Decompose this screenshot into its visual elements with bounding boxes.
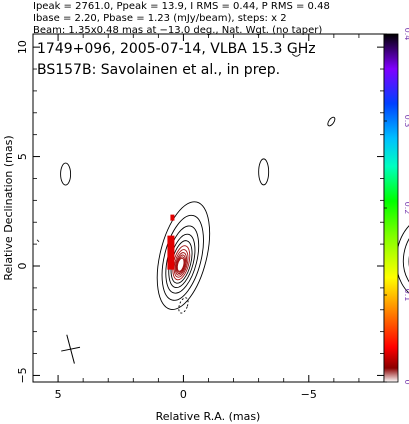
caption-line-2: BS157B: Savolainen et al., in prep.	[37, 62, 280, 78]
colorbar-tick-label: 0.4	[403, 28, 409, 41]
y-tick-label: −5	[16, 367, 29, 383]
plot-frame	[32, 33, 385, 383]
y-ticks: −5 0 5 10	[16, 40, 384, 384]
header-line-1: Ipeak = 2761.0, Ppeak = 13.9, I RMS = 0.…	[33, 1, 330, 12]
contours	[36, 38, 409, 340]
beam-marker	[61, 334, 81, 364]
core-contour	[156, 201, 211, 310]
y-tick-label: 0	[16, 263, 29, 270]
beam-minor-axis	[61, 346, 81, 352]
x-tick-label: 0	[180, 388, 187, 401]
x-ticks: 5 0 −5	[32, 34, 385, 401]
header-line-2: Ibase = 2.20, Pbase = 1.23 (mJy/beam), s…	[33, 13, 287, 24]
blob-contour	[36, 239, 40, 243]
polarization-patch	[167, 235, 175, 270]
colorbar-ticks: 0 0.1 0.2 0.3 0.4	[384, 28, 409, 385]
blob-contour	[60, 162, 72, 186]
core-contour	[173, 249, 189, 278]
header-line-3: Beam: 1.35x0.48 mas at −13.0 deg., Nat. …	[33, 25, 322, 36]
core-contour	[174, 252, 188, 276]
caption-line-1: 1749+096, 2005-07-14, VLBA 15.3 GHz	[37, 41, 316, 57]
colorbar-tick-label: 0	[403, 379, 409, 384]
x-axis-label: Relative R.A. (mas)	[156, 410, 261, 423]
x-tick-label: 5	[55, 388, 62, 401]
colorbar-tick-label: 0.1	[403, 289, 409, 302]
blob-contour	[327, 116, 336, 127]
colorbar-tick-label: 0.2	[403, 202, 409, 215]
x-tick-label: −5	[301, 388, 317, 401]
jet-contour	[402, 222, 409, 294]
jet-contour	[408, 229, 409, 288]
core-contour	[176, 256, 186, 273]
y-tick-label: 5	[16, 153, 29, 160]
y-axis-label: Relative Declination (mas)	[2, 135, 15, 280]
core-contour	[161, 214, 204, 301]
blob-contour	[291, 53, 301, 57]
negative-contour	[178, 297, 189, 314]
blob-contour	[258, 158, 270, 186]
core-contour	[176, 257, 185, 272]
y-tick-label: 10	[16, 40, 29, 54]
core-contour	[175, 254, 186, 274]
polarization-patch	[170, 214, 175, 221]
colorbar-tick-label: 0.3	[403, 115, 409, 128]
